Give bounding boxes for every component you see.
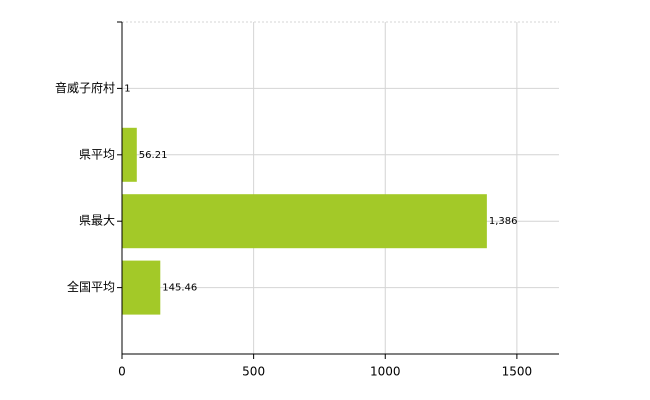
y-tick-label: 音威子府村 [55, 80, 115, 95]
bar [122, 127, 137, 182]
y-tick-label: 県最大 [79, 214, 115, 228]
x-tick-label: 500 [242, 365, 265, 379]
value-label: 1 [124, 83, 130, 94]
y-tick-label: 県平均 [79, 147, 115, 161]
x-tick-label: 0 [118, 365, 126, 379]
value-label: 1,386 [489, 216, 518, 227]
bar [122, 260, 161, 315]
value-label: 56.21 [139, 150, 168, 161]
x-tick-label: 1000 [370, 365, 401, 379]
x-tick-label: 1500 [502, 365, 533, 379]
y-tick-label: 全国平均 [67, 279, 115, 294]
value-label: 145.46 [162, 283, 197, 294]
bar [122, 194, 487, 249]
